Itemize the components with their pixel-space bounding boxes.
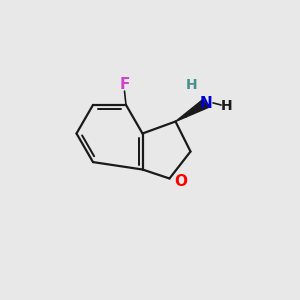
Text: N: N (199, 96, 212, 111)
Polygon shape (176, 99, 208, 122)
Text: H: H (221, 99, 232, 112)
Text: H: H (186, 78, 197, 92)
Text: O: O (174, 174, 188, 189)
Text: F: F (119, 77, 130, 92)
